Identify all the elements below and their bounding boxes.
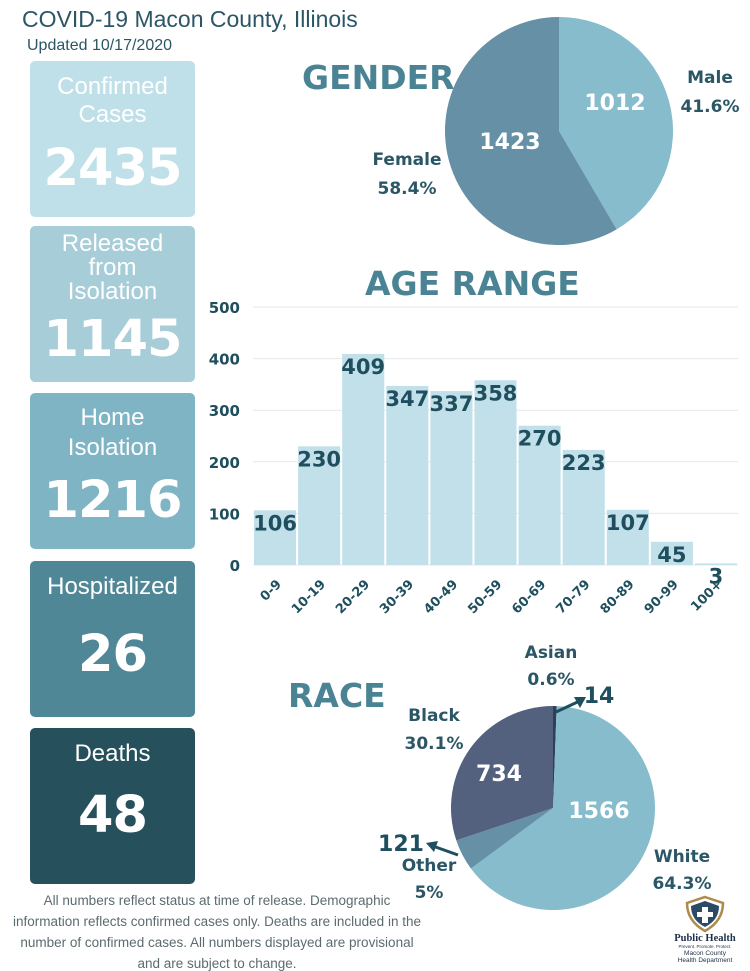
other-arrow-head	[426, 841, 438, 852]
bar-40-49	[430, 391, 473, 565]
x-tick-label: 0-9	[258, 577, 285, 604]
race-value-asian: 14	[584, 684, 615, 709]
asian-arrow-head	[574, 697, 586, 708]
y-tick-label: 200	[209, 454, 240, 472]
card-home-isolation: Home Isolation 1216	[30, 393, 195, 549]
card-value: 1145	[43, 310, 183, 369]
x-tick-label: 20-29	[333, 577, 373, 617]
bar-100+	[694, 563, 737, 565]
race-label-other: Other	[402, 856, 457, 876]
gender-title: GENDER	[302, 58, 455, 97]
x-tick-label: 30-39	[377, 577, 417, 617]
y-tick-label: 400	[209, 351, 240, 369]
logo-org: Macon County Health Department	[677, 950, 733, 964]
bar-10-19	[298, 446, 341, 565]
race-title: RACE	[288, 676, 386, 715]
x-tick-label: 100+	[688, 577, 725, 614]
race-slice-value: 1566	[568, 799, 629, 824]
race-slice-value: 734	[476, 762, 522, 787]
bar-70-79	[562, 449, 605, 565]
race-label-white: White	[654, 847, 710, 867]
gender-slice-value: 1423	[479, 130, 540, 155]
x-tick-label: 10-19	[289, 577, 329, 617]
card-label: Hospitalized	[47, 573, 178, 600]
bar-30-39	[386, 385, 429, 565]
other-arrow-line	[429, 843, 459, 857]
gender-label-male: Male	[687, 68, 733, 88]
card-confirmed-cases: Confirmed Cases 2435	[30, 61, 195, 217]
card-hospitalized: Hospitalized 26	[30, 561, 195, 717]
x-tick-label: 70-79	[554, 577, 594, 617]
bar-value-label: 270	[518, 427, 562, 451]
card-value: 1216	[43, 471, 183, 530]
x-tick-label: 90-99	[642, 577, 682, 617]
race-percent-white: 64.3%	[653, 874, 712, 894]
gender-slice-female	[445, 17, 617, 245]
x-tick-label: 50-59	[465, 577, 505, 617]
gender-slice-male	[559, 17, 674, 230]
bar-0-9	[254, 510, 297, 565]
card-label: Confirmed Cases	[57, 73, 168, 128]
age-range-title: AGE RANGE	[365, 264, 580, 303]
bar-90-99	[650, 541, 693, 565]
y-tick-label: 0	[230, 557, 240, 575]
gender-percent-male: 41.6%	[681, 97, 740, 117]
race-slice-black	[451, 706, 553, 841]
bar-80-89	[606, 509, 649, 565]
footnote: All numbers reflect status at time of re…	[13, 893, 421, 971]
x-tick-label: 80-89	[598, 577, 638, 617]
bar-value-label: 45	[657, 543, 686, 567]
bar-value-label: 3	[709, 564, 724, 588]
bar-50-59	[474, 380, 517, 565]
card-released-from-isolation: Released from Isolation 1145	[30, 226, 195, 382]
x-tick-label: 60-69	[509, 577, 549, 617]
bar-value-label: 337	[429, 392, 473, 416]
gender-label-female: Female	[373, 150, 442, 170]
card-value: 2435	[43, 139, 183, 198]
page-title: COVID-19 Macon County, Illinois	[22, 6, 358, 32]
bar-value-label: 347	[385, 387, 429, 411]
x-tick-label: 40-49	[421, 577, 461, 617]
bar-value-label: 106	[253, 511, 297, 535]
card-label: Released from Isolation	[61, 230, 164, 305]
y-tick-label: 100	[209, 505, 240, 523]
y-tick-label: 300	[209, 402, 240, 420]
asian-arrow-line	[555, 697, 585, 714]
shield-icon	[685, 895, 725, 933]
card-value: 48	[78, 786, 148, 845]
public-health-logo: Public Health Prevent. Promote. Protect.…	[664, 895, 746, 967]
race-value-other: 121	[378, 832, 424, 857]
race-slice-asian	[553, 706, 557, 808]
bar-value-label: 107	[606, 511, 650, 535]
bar-60-69	[518, 425, 561, 565]
race-percent-asian: 0.6%	[527, 670, 574, 690]
card-deaths: Deaths 48	[30, 728, 195, 884]
y-tick-label: 500	[209, 299, 240, 317]
updated-date: Updated 10/17/2020	[27, 37, 173, 54]
gender-slice-value: 1012	[584, 91, 645, 116]
race-percent-black: 30.1%	[405, 734, 464, 754]
logo-name: Public Health	[674, 933, 736, 944]
gender-percent-female: 58.4%	[378, 179, 437, 199]
race-label-black: Black	[408, 706, 460, 726]
card-label: Deaths	[74, 740, 151, 767]
bar-value-label: 223	[562, 451, 606, 475]
logo-tagline: Prevent. Promote. Protect.	[678, 944, 732, 949]
race-slice-other	[456, 808, 553, 869]
bar-value-label: 409	[341, 355, 385, 379]
bar-value-label: 230	[297, 447, 341, 471]
bar-20-29	[342, 353, 385, 565]
bar-value-label: 358	[474, 381, 518, 405]
race-label-asian: Asian	[525, 643, 578, 663]
card-value: 26	[78, 625, 148, 684]
race-slice-white	[470, 706, 655, 910]
card-label: Home Isolation	[67, 404, 158, 461]
